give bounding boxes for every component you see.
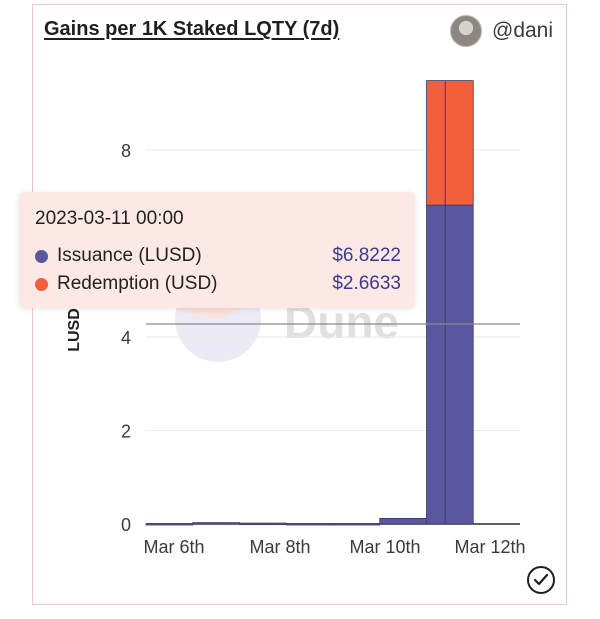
bars <box>145 80 474 526</box>
tooltip-row-redemption: Redemption (USD) $2.6633 <box>35 272 401 296</box>
bar-issuance <box>332 523 381 526</box>
y-ticks: 0 2 4 8 <box>121 141 131 535</box>
author-badge[interactable]: @dani <box>450 14 553 48</box>
chart-title[interactable]: Gains per 1K Staked LQTY (7d) <box>44 18 340 40</box>
y-axis-label: LUSD <box>66 308 83 352</box>
bar-issuance <box>192 522 240 525</box>
tooltip-row-value: $2.6633 <box>332 273 401 294</box>
x-ticks: Mar 6th Mar 8th Mar 10th Mar 12th <box>143 537 525 557</box>
tooltip-title: 2023-03-11 00:00 <box>35 208 184 229</box>
issuance-legend-dot <box>35 249 48 263</box>
tooltip-row-label: Redemption (USD) <box>57 273 218 294</box>
tooltip-row-label: Issuance (LUSD) <box>57 245 202 266</box>
bar-issuance <box>426 204 474 525</box>
bar-issuance <box>239 522 287 525</box>
bar-redemption <box>426 80 474 206</box>
bar-issuance <box>379 517 427 525</box>
y-tick-label: 2 <box>121 422 131 442</box>
redemption-legend-dot <box>35 277 48 291</box>
avatar-icon <box>450 15 482 47</box>
x-tick-label: Mar 6th <box>143 537 204 557</box>
bar-issuance <box>145 523 194 526</box>
y-tick-label: 8 <box>121 141 131 161</box>
checkmark-glyph <box>533 573 549 586</box>
tooltip-row-issuance: Issuance (LUSD) $6.8222 <box>35 244 401 268</box>
tooltip: 2023-03-11 00:00 Issuance (LUSD) $6.8222… <box>19 192 415 308</box>
x-tick-label: Mar 8th <box>249 537 310 557</box>
author-handle: @dani <box>492 19 554 42</box>
check-circle-icon[interactable] <box>527 566 555 594</box>
x-tick-label: Mar 12th <box>454 537 525 557</box>
tooltip-row-value: $6.8222 <box>332 245 401 266</box>
x-tick-label: Mar 10th <box>349 537 420 557</box>
y-tick-label: 0 <box>121 515 131 535</box>
y-tick-label: 4 <box>121 328 131 348</box>
bar-issuance <box>285 523 334 526</box>
